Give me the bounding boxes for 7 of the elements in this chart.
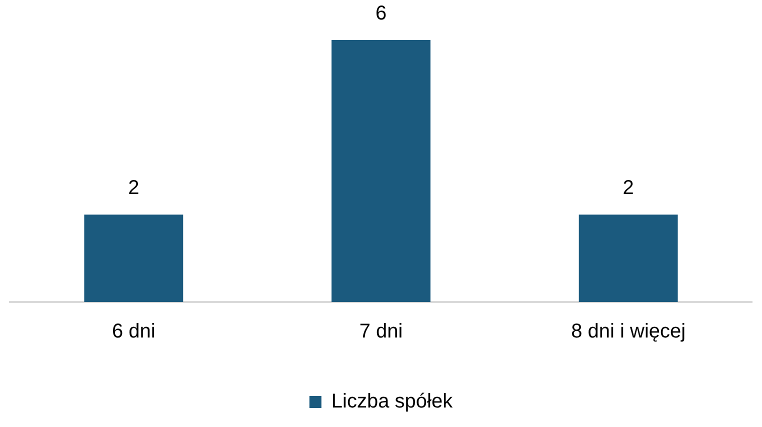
- x-tick-label: 8 dni i więcej: [571, 320, 686, 343]
- x-tick-label: 7 dni: [359, 320, 403, 343]
- x-tick-label: 6 dni: [112, 320, 156, 343]
- data-label: 2: [128, 177, 140, 200]
- legend-label: Liczba spółek: [331, 390, 454, 413]
- data-label: 2: [622, 177, 634, 200]
- data-label: 6: [375, 2, 387, 25]
